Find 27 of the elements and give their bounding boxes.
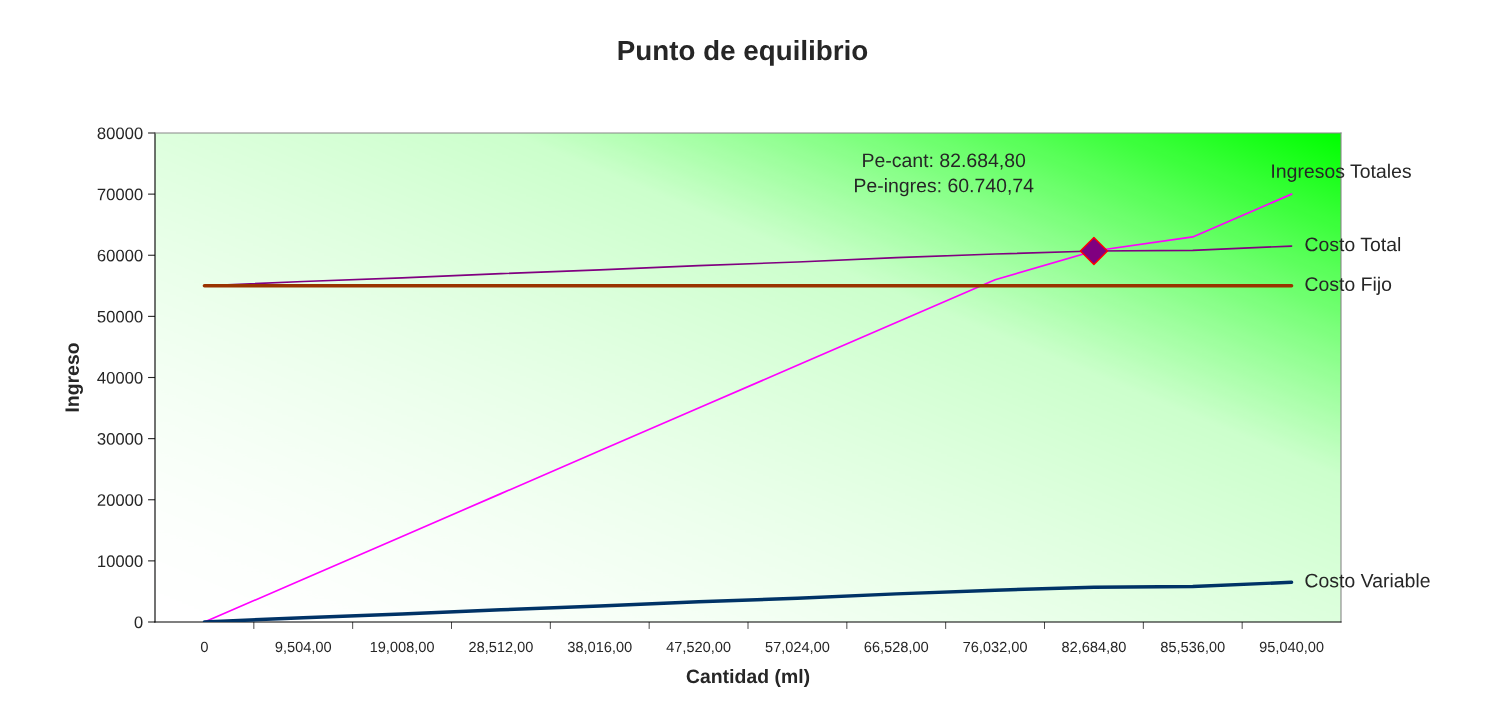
- annotation: Pe-cant: 82.684,80 Pe-ingres: 60.740,74: [855, 153, 1034, 197]
- x-tick-label: 19,008,00: [370, 641, 434, 654]
- x-tick-label: 57,024,00: [765, 641, 830, 654]
- x-tick-label: 28,512,00: [469, 641, 533, 654]
- y-tick-label: 0: [134, 616, 143, 629]
- x-tick-label: 66,528,00: [864, 641, 929, 654]
- x-tick-label: 47,520,00: [666, 641, 731, 654]
- y-tick-label: 20000: [97, 494, 143, 506]
- y-tick-label: 10000: [98, 555, 143, 568]
- series-label: Costo Variable: [1305, 573, 1430, 588]
- y-tick-label: 50000: [97, 310, 143, 323]
- y-tick-label: 80000: [97, 127, 143, 140]
- y-axis-title: Ingreso: [65, 343, 83, 412]
- x-tick-label: 76,032,00: [963, 641, 1027, 654]
- chart-title: Punto de equilibrio: [618, 39, 868, 66]
- x-tick-label: 0: [200, 641, 208, 653]
- x-tick-label: 95,040,00: [1259, 641, 1324, 654]
- x-tick-label: 85,536,00: [1160, 641, 1225, 654]
- y-tick-label: 30000: [97, 433, 143, 445]
- y-tick-label: 60000: [97, 249, 143, 262]
- x-tick-label: 38,016,00: [567, 641, 632, 654]
- x-axis-title: Cantidad (ml): [686, 668, 810, 688]
- x-tick-label: 82,684,80: [1062, 641, 1126, 654]
- y-tick-label: 40000: [97, 371, 143, 384]
- x-tick-label: 9,504,00: [275, 641, 332, 654]
- line-series: [202, 580, 1294, 622]
- y-tick-label: 70000: [97, 188, 143, 201]
